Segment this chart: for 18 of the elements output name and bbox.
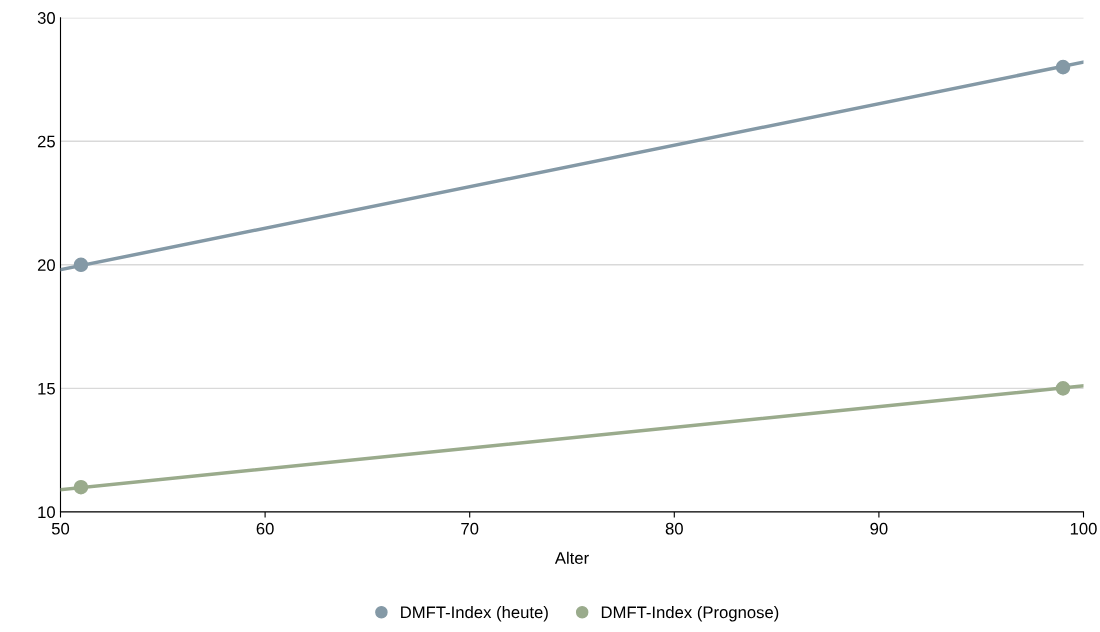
legend-label: DMFT-Index (Prognose) <box>601 606 779 622</box>
y-tick-label: 10 <box>38 506 55 519</box>
point <box>73 257 89 273</box>
point <box>73 479 89 495</box>
x-tick-label: 50 <box>51 522 70 535</box>
legend-label: DMFT-Index (heute) <box>401 606 548 622</box>
x-tick-label: 100 <box>1070 522 1097 535</box>
y-tick-label: 15 <box>38 382 55 395</box>
x-tick-label: 80 <box>665 522 683 535</box>
x-tick-label: 70 <box>461 522 479 535</box>
y-tick-label: 30 <box>37 12 55 24</box>
y-tick-label: 20 <box>37 259 55 272</box>
x-tick-label: 60 <box>256 522 274 535</box>
x-axis-title: Alter <box>554 551 589 564</box>
x-tick-label: 90 <box>870 522 888 535</box>
point <box>1055 381 1071 396</box>
point <box>1055 59 1071 75</box>
y-tick-label: 25 <box>37 135 55 148</box>
